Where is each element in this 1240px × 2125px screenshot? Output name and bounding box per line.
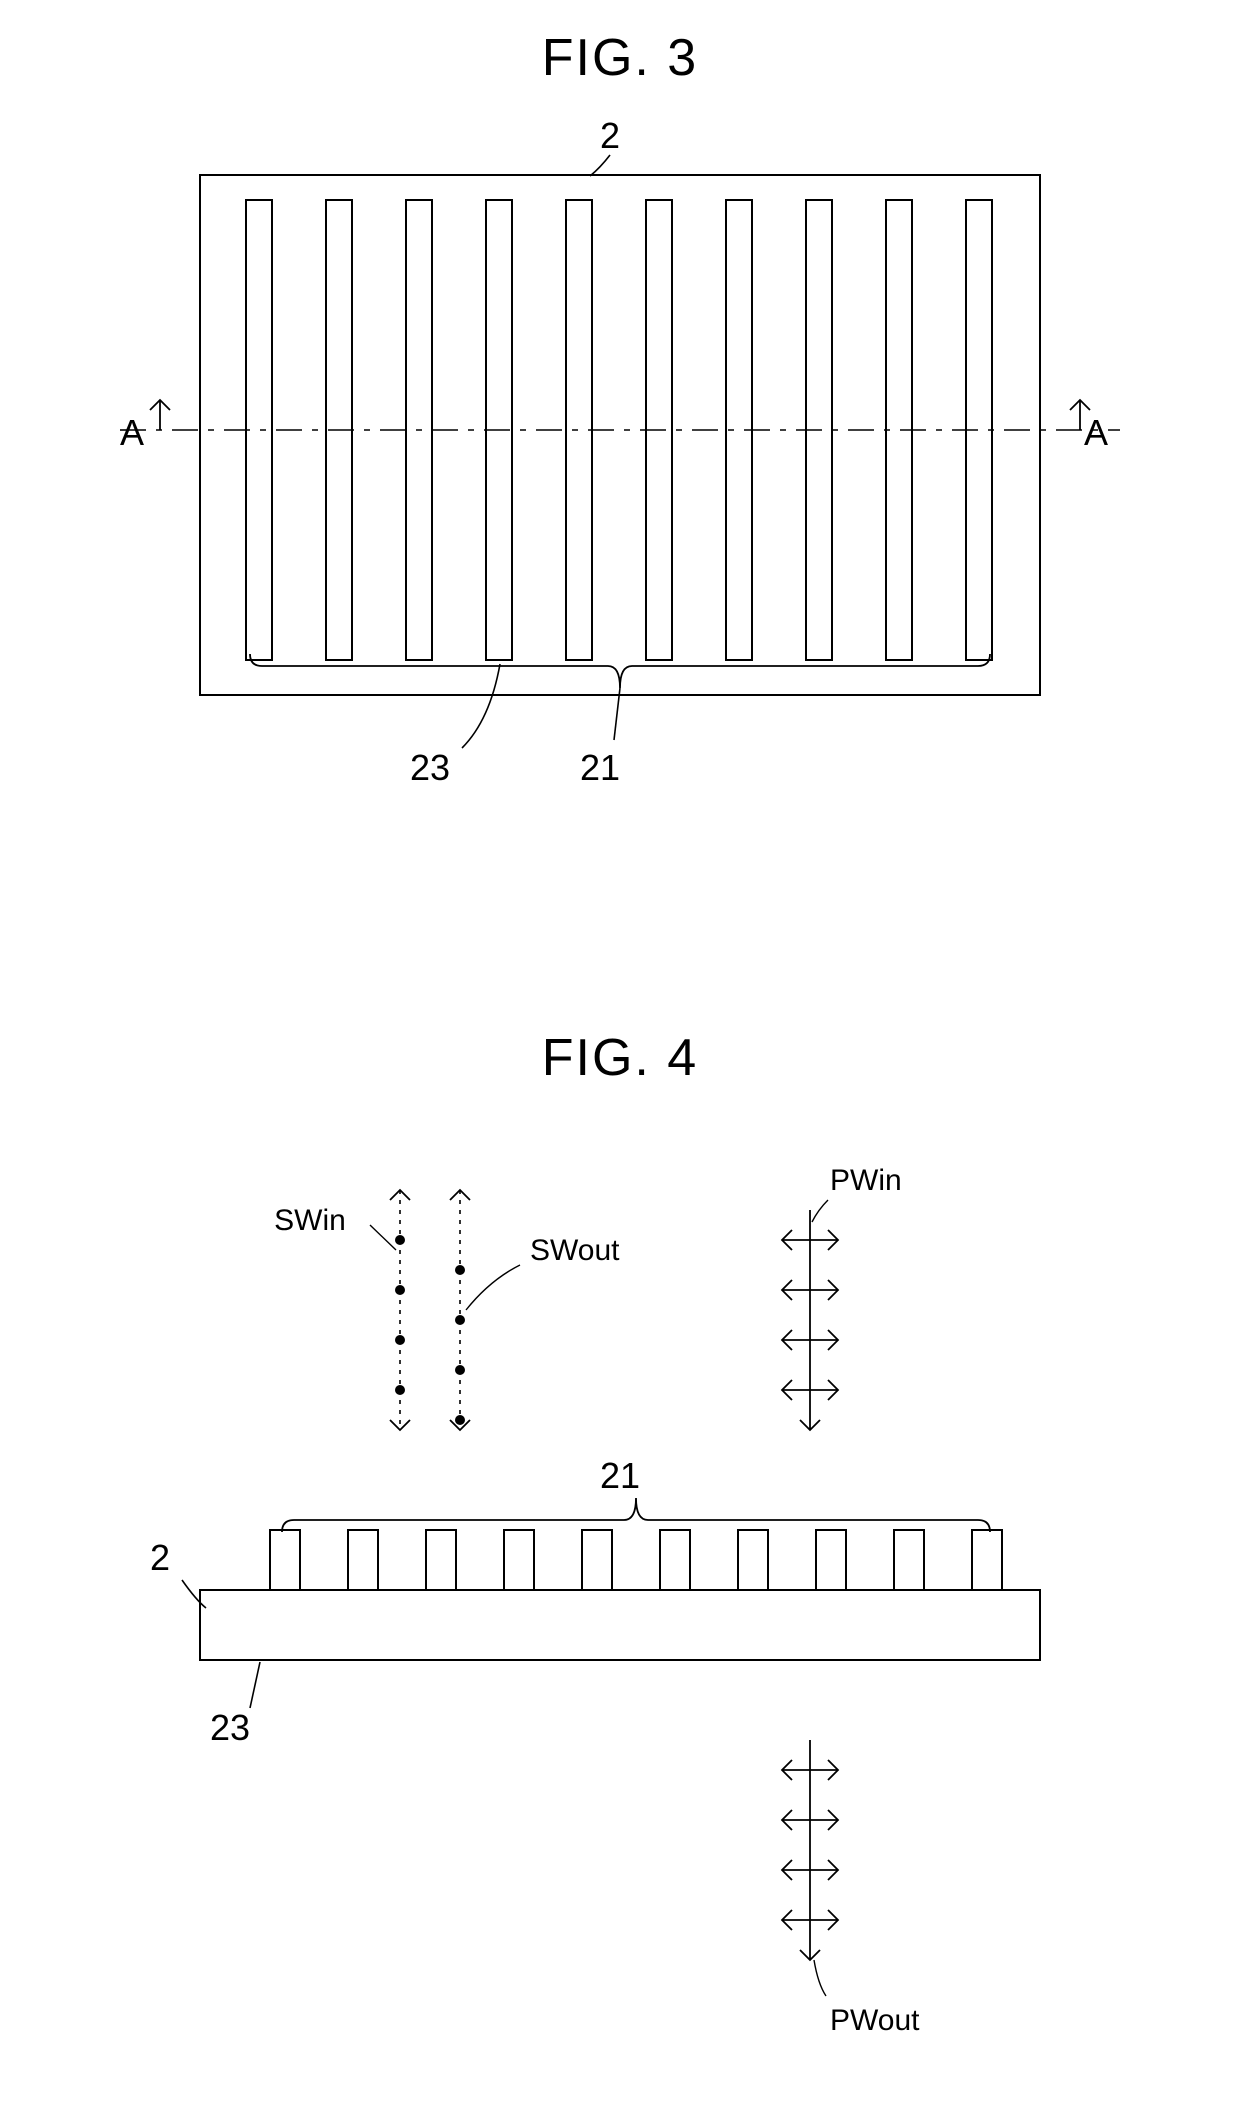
svg-text:A: A	[1084, 412, 1108, 453]
svg-text:2: 2	[600, 115, 620, 156]
svg-text:SWout: SWout	[530, 1234, 620, 1267]
svg-text:23: 23	[210, 1707, 250, 1748]
svg-text:21: 21	[600, 1455, 640, 1496]
svg-text:2: 2	[150, 1537, 170, 1578]
svg-text:PWout: PWout	[830, 2004, 920, 2037]
svg-text:SWin: SWin	[274, 1204, 346, 1237]
svg-text:A: A	[120, 412, 144, 453]
svg-text:21: 21	[580, 747, 620, 788]
svg-text:23: 23	[410, 747, 450, 788]
svg-text:PWin: PWin	[830, 1164, 902, 1197]
svg-text:FIG. 3: FIG. 3	[542, 29, 698, 87]
svg-text:FIG. 4: FIG. 4	[542, 1029, 698, 1087]
